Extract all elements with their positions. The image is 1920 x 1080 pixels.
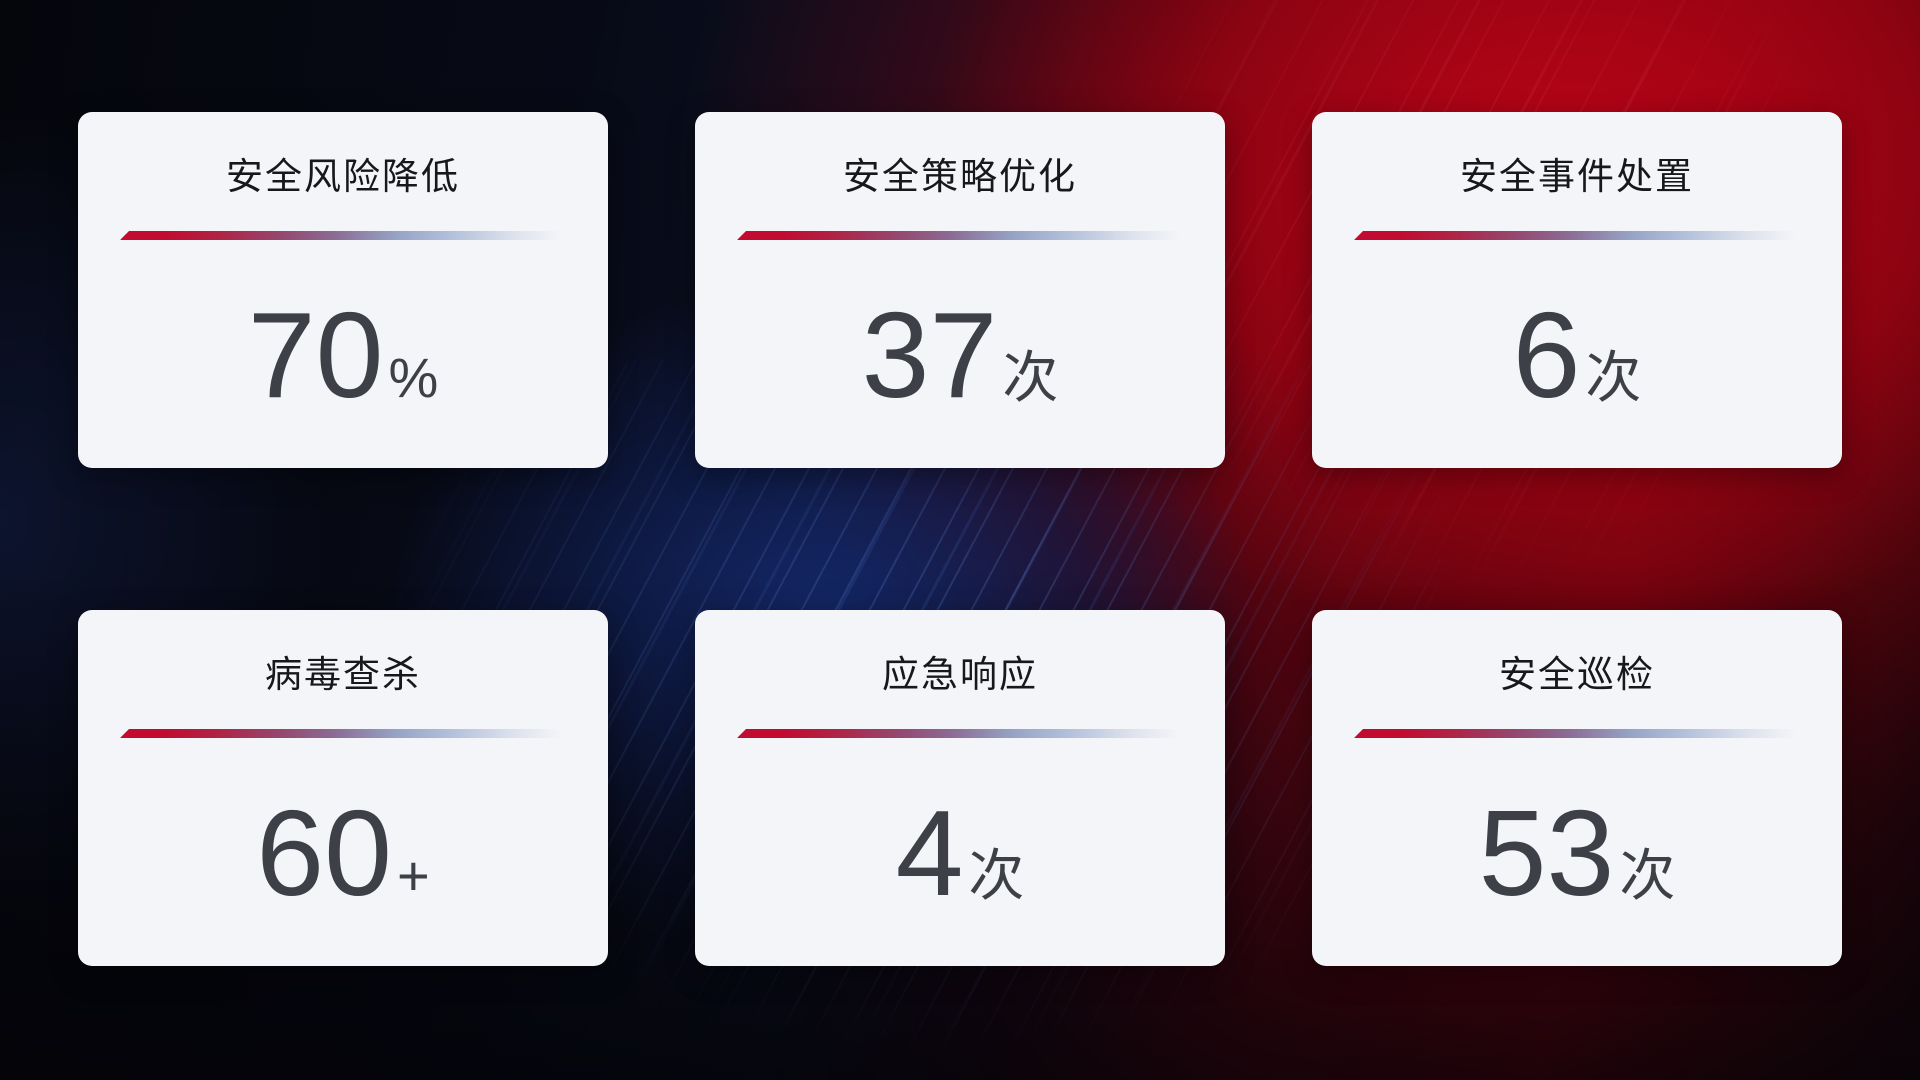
stat-card-emergency-response: 应急响应 4 次 [695, 610, 1225, 966]
stat-card-incident-handling: 安全事件处置 6 次 [1312, 112, 1842, 468]
stat-value-row: 60 + [120, 792, 566, 914]
stat-card-security-inspection: 安全巡检 53 次 [1312, 610, 1842, 966]
stat-value: 4 [895, 785, 964, 921]
divider-line [120, 231, 566, 240]
stat-unit: % [388, 346, 439, 409]
divider-line [1354, 231, 1800, 240]
divider-line [737, 231, 1183, 240]
stat-value: 37 [861, 287, 998, 423]
stat-unit: 次 [1002, 346, 1059, 409]
stat-value-row: 37 次 [737, 294, 1183, 416]
stat-card-risk-reduction: 安全风险降低 70 % [78, 112, 608, 468]
stat-value-row: 4 次 [737, 792, 1183, 914]
stat-value-row: 6 次 [1354, 294, 1800, 416]
card-title: 安全事件处置 [1460, 156, 1694, 197]
stat-unit: 次 [1619, 844, 1676, 907]
card-title: 病毒查杀 [265, 654, 421, 695]
divider-line [1354, 729, 1800, 738]
stat-card-grid: 安全风险降低 70 % 安全策略优化 37 次 安全事件处置 6 次 病毒查杀 … [78, 112, 1842, 966]
card-title: 安全策略优化 [843, 156, 1077, 197]
card-title: 应急响应 [882, 654, 1038, 695]
stat-value-row: 53 次 [1354, 792, 1800, 914]
stat-unit: 次 [968, 844, 1025, 907]
stat-unit: + [397, 844, 430, 907]
stat-value: 6 [1512, 287, 1581, 423]
stat-card-virus-scan: 病毒查杀 60 + [78, 610, 608, 966]
divider-line [737, 729, 1183, 738]
stat-unit: 次 [1585, 346, 1642, 409]
card-title: 安全风险降低 [226, 156, 460, 197]
stat-value: 53 [1478, 785, 1615, 921]
card-title: 安全巡检 [1499, 654, 1655, 695]
stat-card-policy-optimization: 安全策略优化 37 次 [695, 112, 1225, 468]
stat-value: 70 [247, 287, 384, 423]
stat-value-row: 70 % [120, 294, 566, 416]
divider-line [120, 729, 566, 738]
stat-value: 60 [256, 785, 392, 921]
